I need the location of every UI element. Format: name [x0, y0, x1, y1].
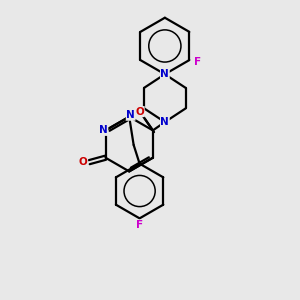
Text: N: N [160, 69, 169, 79]
Text: N: N [160, 117, 169, 127]
Text: O: O [79, 157, 88, 167]
Text: F: F [136, 220, 143, 230]
Text: N: N [126, 110, 135, 120]
Text: F: F [194, 57, 201, 67]
Text: N: N [99, 125, 108, 135]
Text: O: O [135, 106, 144, 117]
